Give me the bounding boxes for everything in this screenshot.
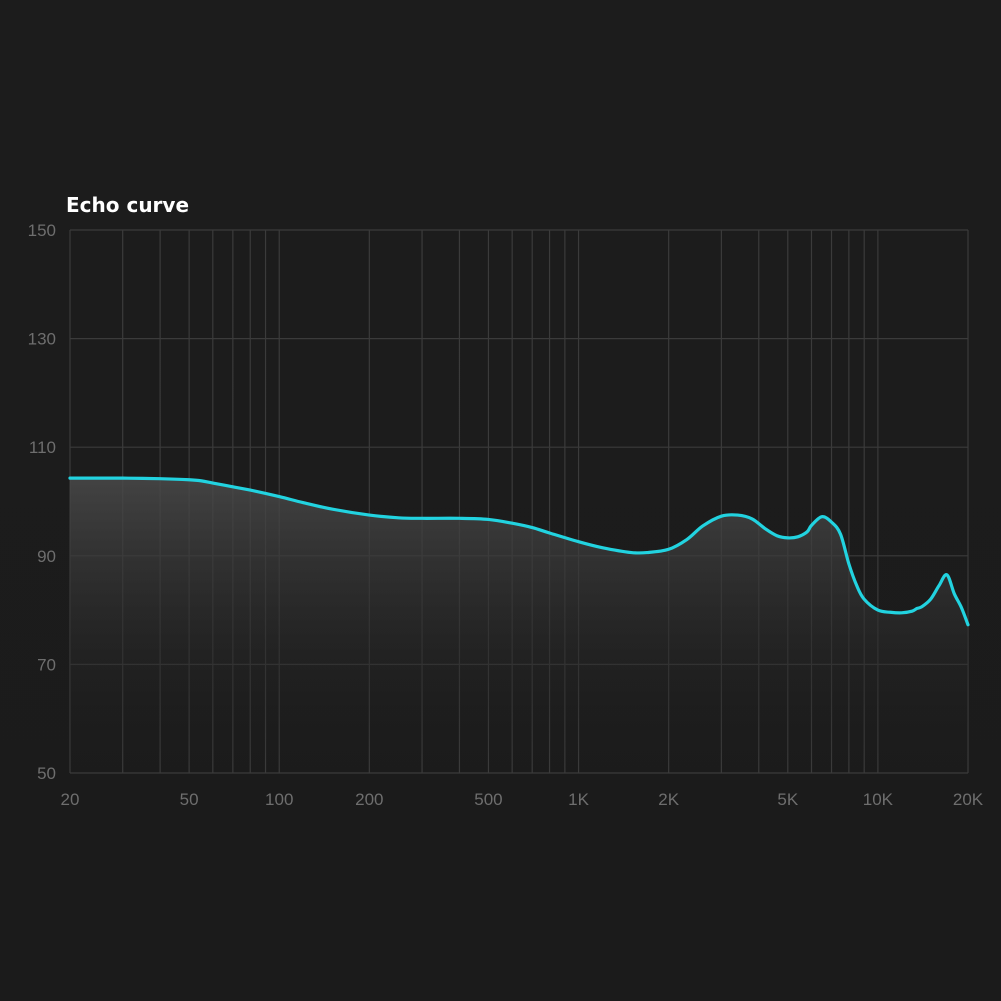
series-line-layer xyxy=(68,476,970,627)
x-tick-label: 100 xyxy=(265,790,293,809)
y-axis-tick-labels: 150 130 110 90 70 50 xyxy=(28,221,56,783)
y-tick-label: 50 xyxy=(37,764,56,783)
series-line xyxy=(68,476,970,627)
x-tick-label: 200 xyxy=(355,790,383,809)
x-tick-label: 500 xyxy=(474,790,502,809)
y-tick-label: 90 xyxy=(37,547,56,566)
x-tick-label: 20K xyxy=(953,790,984,809)
y-tick-label: 130 xyxy=(28,330,56,349)
y-tick-label: 110 xyxy=(29,438,56,457)
x-tick-label: 10K xyxy=(863,790,894,809)
x-tick-label: 1K xyxy=(568,790,589,809)
x-axis-tick-labels: 20 50 100 200 500 1K 2K 5K 10K 20K xyxy=(61,790,984,809)
x-tick-label: 50 xyxy=(180,790,199,809)
area-fill-layer xyxy=(70,478,968,773)
series-area-fill xyxy=(70,478,968,773)
x-tick-label: 5K xyxy=(777,790,798,809)
y-tick-label: 70 xyxy=(37,655,56,674)
x-tick-label: 20 xyxy=(61,790,80,809)
chart-title: Echo curve xyxy=(66,193,189,217)
y-tick-label: 150 xyxy=(28,221,56,240)
x-tick-label: 2K xyxy=(658,790,679,809)
